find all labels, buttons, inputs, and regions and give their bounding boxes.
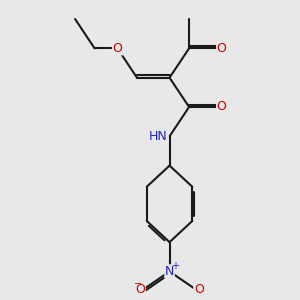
Text: +: + [171, 261, 179, 271]
Text: O: O [217, 100, 226, 113]
Text: O: O [135, 283, 145, 296]
Text: HN: HN [149, 130, 168, 143]
Text: O: O [217, 42, 226, 55]
Text: −: − [134, 280, 142, 290]
Text: O: O [194, 283, 204, 296]
Text: N: N [165, 265, 174, 278]
Text: O: O [112, 42, 122, 55]
